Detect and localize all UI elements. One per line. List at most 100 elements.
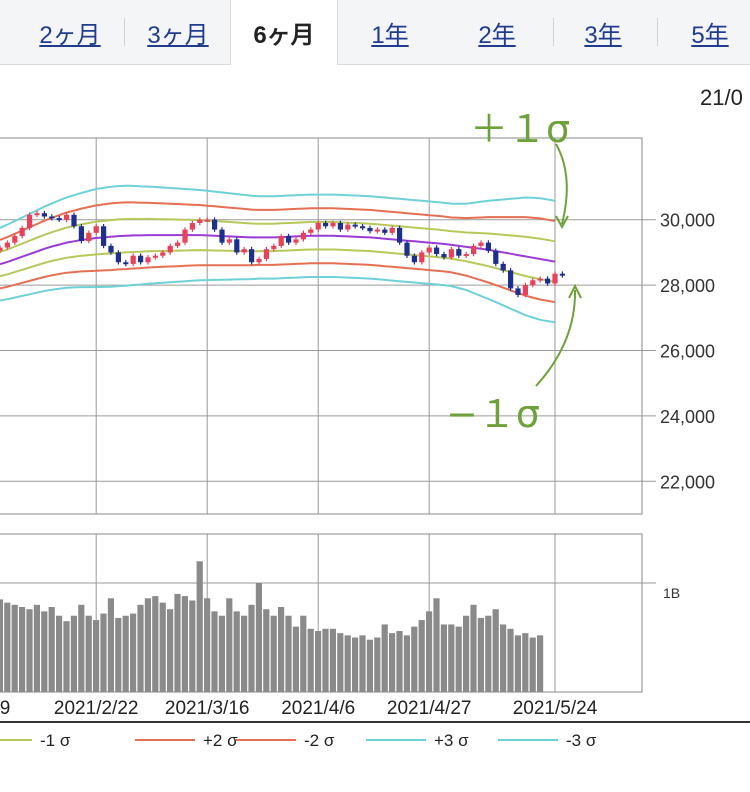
volume-bar <box>233 611 240 692</box>
volume-bar <box>463 615 470 692</box>
candle-down <box>41 213 47 217</box>
volume-bar <box>507 628 514 692</box>
annotation-arrowhead <box>555 215 569 230</box>
volume-bar <box>426 611 433 692</box>
volume-bar <box>529 637 536 692</box>
candle-down <box>456 249 462 256</box>
candle-up <box>530 280 536 286</box>
candle-down <box>115 252 121 263</box>
candle-down <box>508 270 514 289</box>
candle-down <box>56 218 62 221</box>
candle-down <box>441 254 447 258</box>
volume-bar <box>218 615 225 692</box>
candle-up <box>522 285 528 295</box>
candle-up <box>308 229 314 233</box>
plus-3-sigma-line <box>0 184 556 229</box>
volume-bar <box>433 598 440 692</box>
volume-bar <box>514 635 521 692</box>
volume-bar <box>174 593 181 692</box>
volume-bar <box>159 602 166 692</box>
volume-bar <box>33 604 40 692</box>
volume-bar <box>137 604 144 692</box>
volume-bar <box>366 639 373 692</box>
candle-down <box>71 214 77 227</box>
volume-bar <box>485 615 492 692</box>
volume-bar <box>48 607 55 692</box>
annotation-arrowhead <box>568 283 582 299</box>
volume-bar <box>344 635 351 692</box>
candle-down <box>434 247 440 255</box>
bollinger-bands <box>0 184 556 324</box>
candle-up <box>263 249 269 259</box>
x-tick-label: 2021/4/6 <box>281 698 355 719</box>
volume-bar <box>211 611 218 692</box>
tab-2-months[interactable]: 2ヶ月 <box>39 21 101 49</box>
price-tick-label: 28,000 <box>660 276 715 296</box>
x-tick-label: 2021/3/16 <box>165 698 250 719</box>
candle-down <box>360 226 366 229</box>
tab-3-years[interactable]: 3年 <box>584 21 622 49</box>
candle-up <box>130 255 136 264</box>
volume-bar <box>85 615 92 692</box>
tab-3-months[interactable]: 3ヶ月 <box>147 21 209 49</box>
candle-up <box>374 229 380 232</box>
volume-bar <box>152 596 159 692</box>
tab-5-years[interactable]: 5年 <box>691 21 729 49</box>
tab-separator <box>657 18 658 46</box>
volume-bar <box>255 583 262 692</box>
volume-bar <box>381 624 388 692</box>
volume-bar <box>248 604 255 692</box>
candle-up <box>0 247 3 251</box>
volume-bar <box>70 615 77 692</box>
volume-bar <box>167 609 174 692</box>
candle-down <box>352 224 358 227</box>
candle-down <box>559 273 565 276</box>
candle-up <box>256 258 262 263</box>
candle-up <box>64 214 70 220</box>
candle-down <box>515 288 521 295</box>
x-tick-label: 2021/2/22 <box>54 698 139 719</box>
candle-down <box>249 249 255 263</box>
volume-bar <box>329 628 336 692</box>
volume-bar <box>492 609 499 692</box>
candle-down <box>337 223 343 230</box>
volume-bar <box>374 637 381 692</box>
candle-up <box>389 227 395 233</box>
candle-up <box>345 224 351 230</box>
plus-1-sigma-annotation: ＋１σ <box>470 107 570 230</box>
volume-bar <box>315 630 322 692</box>
price-tick-label: 26,000 <box>660 342 715 362</box>
candle-up <box>537 278 543 281</box>
candle-up <box>278 236 284 246</box>
legend-label: -3 σ <box>566 731 597 750</box>
x-axis: 9 2021/2/22 2021/3/16 2021/4/6 2021/4/27 2021… <box>0 698 598 719</box>
candle-up <box>330 223 336 227</box>
tab-2-years[interactable]: 2年 <box>478 21 516 49</box>
volume-bar <box>107 598 114 692</box>
volume-tick-label: 1B <box>663 585 680 601</box>
plus-2-sigma-line <box>0 201 556 241</box>
volume-bar <box>448 624 455 692</box>
stock-chart: 21/0 30,000 28,000 26,000 24,000 22,000 1B 9… <box>0 85 750 750</box>
volume-bar <box>477 617 484 692</box>
candle-up <box>241 249 247 253</box>
candle-down <box>138 255 144 263</box>
candle-down <box>411 255 417 263</box>
volume-bar <box>241 615 248 692</box>
x-tick-label: 2021/4/27 <box>387 698 472 719</box>
candle-up <box>152 255 158 258</box>
candle-up <box>315 223 321 230</box>
volume-bar <box>93 620 100 692</box>
tab-1-year[interactable]: 1年 <box>371 21 409 49</box>
tab-6-months[interactable]: 6ヶ月 <box>230 0 338 65</box>
volume-bar <box>0 599 3 692</box>
minus-1-sigma-line <box>0 248 556 283</box>
annotation-arrow <box>555 143 568 225</box>
volume-bar <box>352 637 359 692</box>
volume-bar <box>285 615 292 692</box>
volume-bar <box>189 600 196 692</box>
candle-up <box>167 245 173 253</box>
candle-down <box>367 227 373 232</box>
candle-up <box>471 245 477 255</box>
price-frame <box>0 137 643 515</box>
